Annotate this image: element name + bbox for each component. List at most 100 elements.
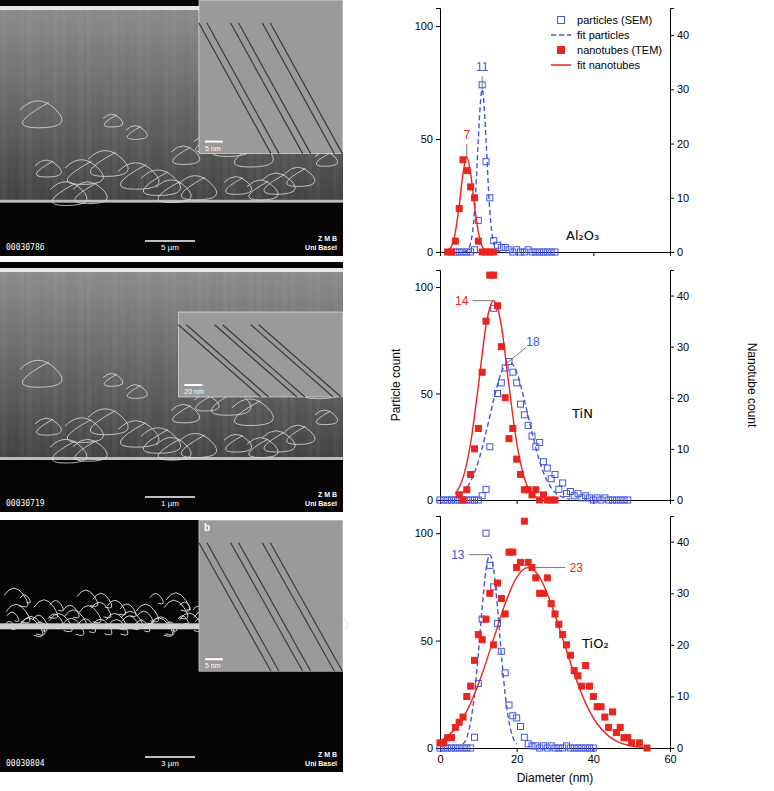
y2-axis: 010203040 bbox=[670, 9, 689, 259]
data-point bbox=[464, 168, 470, 174]
streak bbox=[51, 270, 52, 457]
streak bbox=[25, 270, 26, 457]
streak bbox=[171, 270, 172, 457]
data-point bbox=[610, 497, 616, 503]
plot-area bbox=[445, 82, 558, 255]
streak bbox=[117, 8, 118, 200]
tick: 50 bbox=[421, 388, 440, 400]
streak bbox=[13, 270, 14, 457]
data-point bbox=[552, 249, 558, 255]
chart-panel: 0501000102030401418TiNParticle countNano… bbox=[389, 271, 759, 507]
tick-label: 0 bbox=[677, 742, 683, 754]
streak bbox=[181, 8, 182, 200]
tube-wall bbox=[231, 543, 303, 672]
streak bbox=[187, 8, 188, 200]
streak bbox=[29, 270, 30, 457]
y2-axis: 010203040 bbox=[670, 517, 689, 755]
tangle bbox=[179, 176, 217, 200]
inset-scale-label: 20 nm bbox=[184, 388, 204, 395]
tick-label: 0 bbox=[437, 753, 443, 765]
data-point bbox=[541, 249, 547, 255]
data-point bbox=[498, 244, 504, 250]
streak bbox=[147, 8, 148, 200]
streak bbox=[19, 8, 20, 200]
data-point bbox=[525, 741, 531, 747]
streak bbox=[107, 8, 108, 200]
y2-axis: 010203040 bbox=[670, 271, 689, 507]
data-point bbox=[521, 249, 527, 255]
data-point bbox=[556, 745, 562, 751]
streak bbox=[11, 270, 12, 457]
streak bbox=[71, 8, 72, 200]
data-point bbox=[479, 493, 485, 499]
data-point bbox=[583, 493, 589, 499]
streak bbox=[31, 270, 32, 457]
tick-mark bbox=[436, 287, 440, 288]
tangle bbox=[65, 418, 103, 443]
tick-label: 20 bbox=[511, 753, 523, 765]
streak bbox=[171, 8, 172, 200]
data-point bbox=[510, 713, 516, 719]
streak bbox=[21, 8, 22, 200]
streak bbox=[59, 270, 60, 457]
tick bbox=[517, 500, 518, 504]
data-point bbox=[460, 497, 466, 503]
streak bbox=[113, 270, 114, 457]
tick-mark bbox=[593, 252, 594, 256]
streak bbox=[105, 270, 106, 457]
streak bbox=[83, 8, 84, 200]
streak bbox=[81, 270, 82, 457]
data-point bbox=[590, 693, 596, 699]
axis-line bbox=[436, 517, 441, 749]
leader-line bbox=[466, 144, 467, 157]
tick-label: 40 bbox=[677, 29, 689, 41]
tangle bbox=[73, 182, 107, 204]
streak bbox=[155, 8, 156, 200]
streak bbox=[111, 270, 112, 457]
data-point bbox=[437, 497, 443, 503]
scale-bar bbox=[145, 496, 195, 498]
tangle bbox=[262, 173, 295, 194]
tangle bbox=[35, 160, 61, 177]
tick-mark bbox=[436, 394, 440, 395]
data-point bbox=[514, 247, 520, 253]
data-point bbox=[537, 440, 543, 446]
tick-mark bbox=[436, 252, 440, 253]
streak bbox=[185, 8, 186, 200]
tick: 20 bbox=[511, 748, 523, 765]
tick-label: 50 bbox=[421, 388, 433, 400]
data-point bbox=[449, 735, 455, 741]
plot-area bbox=[437, 272, 631, 503]
tick-mark bbox=[670, 35, 674, 36]
y-axis-title: Particle count bbox=[389, 348, 403, 421]
annotation: 7 bbox=[463, 128, 470, 142]
institute-label: Z M B bbox=[318, 751, 337, 758]
streak bbox=[7, 8, 8, 200]
data-point bbox=[541, 743, 547, 749]
annotation: 13 bbox=[451, 548, 465, 562]
tube-wall bbox=[251, 325, 333, 397]
institute-label: Z M B bbox=[318, 491, 337, 498]
data-point bbox=[525, 247, 531, 253]
tick-label: 40 bbox=[677, 290, 689, 302]
streak bbox=[143, 8, 144, 200]
streak bbox=[23, 270, 24, 457]
scale-label: 5 µm bbox=[161, 243, 179, 252]
data-point bbox=[472, 247, 478, 253]
y-axis: 050100 bbox=[415, 271, 441, 507]
tick-mark bbox=[517, 500, 518, 504]
institute-label: Uni Basel bbox=[305, 500, 337, 507]
data-point bbox=[475, 497, 481, 503]
streak bbox=[99, 8, 100, 200]
data-point bbox=[544, 465, 550, 471]
data-point bbox=[544, 745, 550, 751]
tangle bbox=[88, 151, 128, 177]
data-point bbox=[587, 745, 593, 751]
micrograph: 5 nm000307865 µmZ M BUni Basel bbox=[0, 0, 343, 256]
tick-label: 10 bbox=[677, 192, 689, 204]
institute-label: Uni Basel bbox=[305, 244, 337, 251]
data-point bbox=[472, 657, 478, 663]
data-point bbox=[552, 471, 558, 477]
data-point bbox=[456, 745, 462, 751]
streak bbox=[5, 8, 6, 200]
